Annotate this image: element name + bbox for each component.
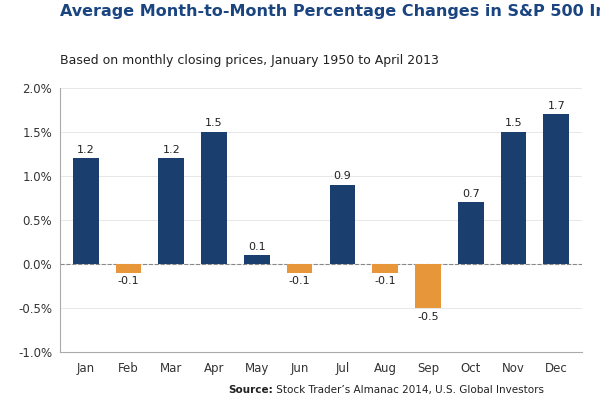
Bar [544,114,569,264]
Text: 0.1: 0.1 [248,242,266,252]
Text: -0.1: -0.1 [118,276,139,286]
Text: 1.5: 1.5 [505,118,523,128]
Text: 0.9: 0.9 [334,171,351,181]
Text: 1.2: 1.2 [77,145,95,155]
Text: Stock Trader’s Almanac 2014, U.S. Global Investors: Stock Trader’s Almanac 2014, U.S. Global… [273,385,544,395]
Bar [158,158,184,264]
Bar [373,264,398,273]
Bar [415,264,441,308]
Text: Based on monthly closing prices, January 1950 to April 2013: Based on monthly closing prices, January… [60,54,439,67]
Text: Source:: Source: [228,385,273,395]
Bar [458,202,484,264]
Bar [244,255,269,264]
Text: 0.7: 0.7 [462,189,479,199]
Text: Average Month-to-Month Percentage Changes in S&P 500 Index: Average Month-to-Month Percentage Change… [60,4,600,19]
Bar [501,132,526,264]
Text: -0.1: -0.1 [289,276,310,286]
Text: 1.7: 1.7 [547,101,565,111]
Bar [116,264,141,273]
Bar [201,132,227,264]
Text: -0.5: -0.5 [417,312,439,322]
Text: 1.5: 1.5 [205,118,223,128]
Text: -0.1: -0.1 [374,276,396,286]
Text: 1.2: 1.2 [163,145,180,155]
Bar [329,185,355,264]
Bar [73,158,98,264]
Bar [287,264,313,273]
